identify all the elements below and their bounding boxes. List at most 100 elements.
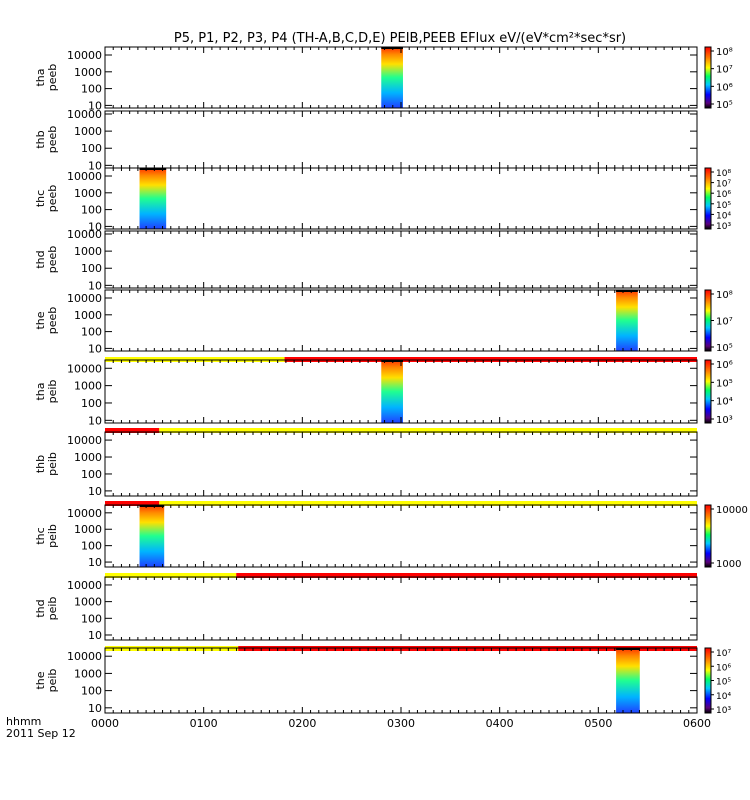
panel-ylabel: peeb [46,307,59,335]
panel-ylabel: peeb [46,185,59,213]
time-axis: 0000 0100 0200 0300 0400 0500 0600 [91,717,711,730]
colorbar-label: 10³ [716,415,733,426]
colorbar-label: 10⁷ [716,65,733,76]
date-label: 2011 Sep 12 [6,727,76,740]
panel-ylabel: peib [46,597,59,621]
y-tick-label: 10000 [67,170,102,183]
panel-thd-peeb: 10 100 1000 10000 thd peeb [34,228,698,292]
panel-frame [104,576,698,641]
colorbar-label: 10⁵ [716,100,733,111]
panel-ylabel: peeb [46,64,59,92]
panel-thd-peib: 10 100 1000 10000 thd peib [34,573,698,642]
colorbar-label: 10000 [716,505,748,516]
colorbar-label: 10⁶ [716,190,731,200]
colorbar [704,167,712,230]
colorbar-label: 1000 [716,559,741,570]
colorbar [704,46,712,109]
time-tick-label: 0600 [683,717,711,730]
panel-ylabel: the [34,311,47,329]
panel-ylabel: thc [34,527,47,544]
figure-title: P5, P1, P2, P3, P4 (TH-A,B,C,D,E) PEIB,P… [174,31,626,46]
time-axis-label: hhmm [6,715,41,728]
colorbar [704,504,712,568]
y-tick-label: 1000 [74,596,102,609]
panel-ylabel: the [34,671,47,689]
y-tick-label: 10 [88,159,102,172]
panel-ylabel: thb [34,455,47,473]
panel-ylabel: thd [34,599,47,617]
y-tick-label: 10 [88,342,102,355]
panel-ylabel: peib [46,452,59,476]
colorbar-label: 10⁷ [716,180,731,190]
panel-thb-peib: 10 100 1000 10000 thb peib [34,428,698,498]
panel-ylabel: peeb [46,126,59,154]
panel-ylabel: peib [46,524,59,548]
y-tick-label: 1000 [74,380,102,393]
panel-ylabel: peib [46,669,59,693]
colorbar-label: 10³ [716,222,731,232]
y-tick-label: 10 [88,279,102,292]
y-tick-label: 100 [81,540,102,553]
panel-ylabel: thd [34,250,47,268]
y-tick-label: 1000 [74,187,102,200]
colorbar [704,647,712,714]
spectrogram-top-edge [139,505,165,507]
y-tick-label: 10000 [67,434,102,447]
panel-ylabel: peeb [46,246,59,274]
colorbar-label: 10⁵ [716,378,733,389]
colorbar-label: 10⁵ [716,343,733,354]
y-tick-label: 10 [88,702,102,715]
colorbar-label: 10⁸ [716,290,733,301]
y-tick-label: 1000 [74,309,102,322]
spectrogram-block [139,505,165,567]
colorbar-label: 10⁶ [716,663,731,673]
panel-frame [104,504,698,568]
spectrogram-top-edge [616,290,638,292]
colorbar-label: 10⁴ [716,397,733,408]
y-tick-label: 10 [88,485,102,498]
flag-bar-segment [105,501,160,506]
flag-bar-segment [159,428,697,433]
colorbar-label: 10⁶ [716,82,733,93]
colorbar-label: 10⁷ [716,317,733,328]
spectrogram-top-edge [381,360,403,362]
time-tick-label: 0000 [91,717,119,730]
panel-tha-peib: 10 100 1000 10000 tha peib 10³ 10⁴ 10⁵ 10⁶ [34,357,733,427]
y-tick-label: 1000 [74,451,102,464]
panel-frame [104,110,698,169]
y-tick-label: 100 [81,142,102,155]
spectrogram-block [381,360,403,423]
flag-bar-segment [236,573,697,578]
panel-thc-peib: 10 100 1000 10000 thc peib 1000 10000 [34,501,748,570]
y-tick-label: 100 [81,468,102,481]
colorbar-label: 10⁴ [716,692,731,702]
spectrogram-block [616,648,640,713]
y-tick-label: 10000 [67,650,102,663]
y-tick-label: 100 [81,612,102,625]
y-tick-label: 10000 [67,362,102,375]
panel-frame [104,167,698,230]
time-tick-label: 0100 [190,717,218,730]
y-tick-label: 1000 [74,523,102,536]
spectrogram-block [616,290,638,351]
panel-ylabel: thb [34,130,47,148]
panel-the-peeb: 10 100 1000 10000 the peeb 10⁵ 10⁷ 10⁸ [34,289,733,355]
panel-thb-peeb: 10 100 1000 10000 thb peeb [34,108,698,172]
colorbar [704,289,712,352]
y-tick-label: 100 [81,685,102,698]
y-tick-label: 10 [88,220,102,233]
y-tick-label: 10 [88,414,102,427]
panel-the-peib: 10 100 1000 10000 the peib 10³ 10⁴ 10⁵ 10⁶ 10⁷ [34,646,731,716]
flag-bar-segment [159,501,697,506]
flag-bar-segment [105,428,160,433]
spectrogram-top-edge [381,47,403,49]
colorbar-label: 10⁵ [716,201,731,211]
y-tick-label: 10000 [67,507,102,520]
panel-ylabel: tha [34,382,47,400]
flag-bar-segment [105,573,237,578]
panel-ylabel: thc [34,190,47,207]
y-tick-label: 100 [81,83,102,96]
